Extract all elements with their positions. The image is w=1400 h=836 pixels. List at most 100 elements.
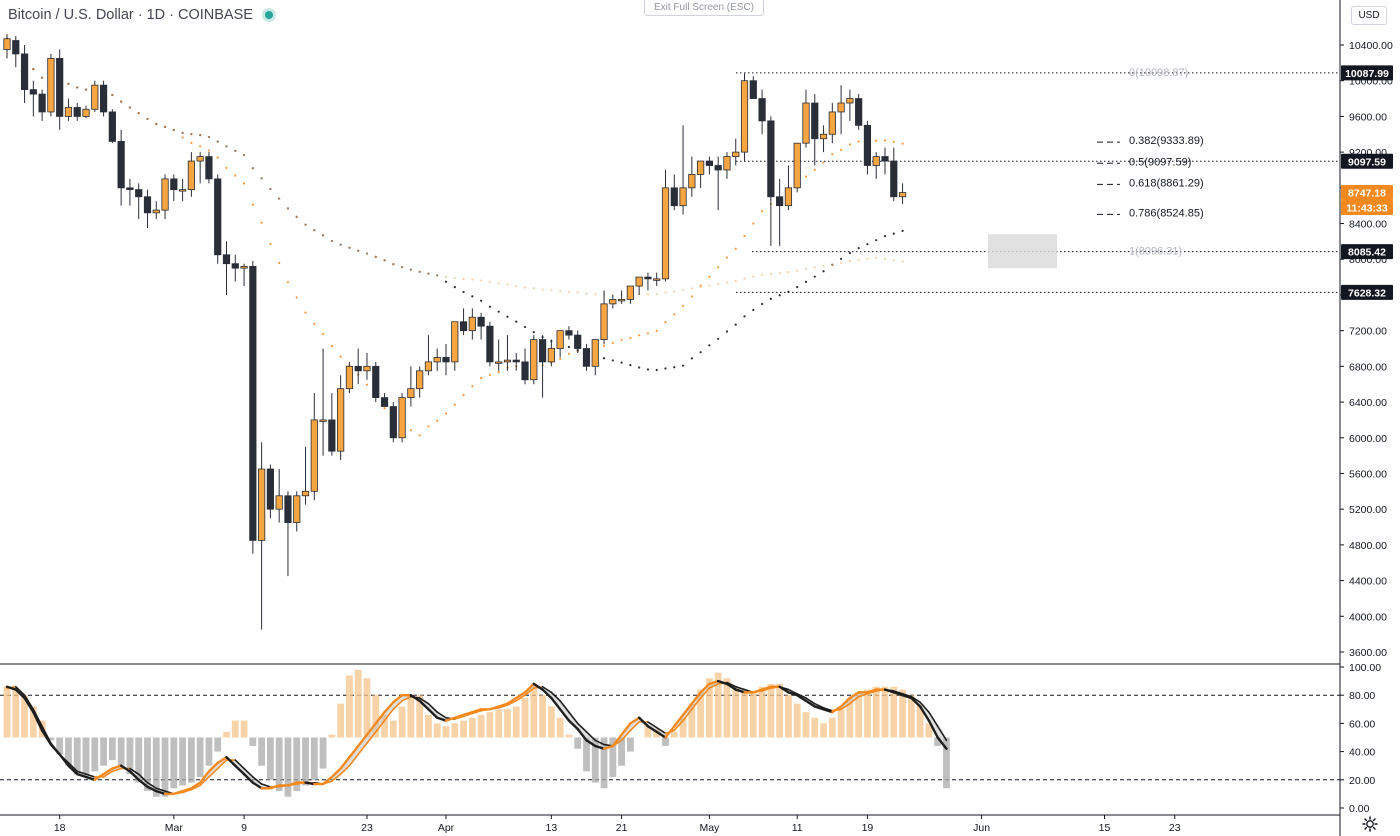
candle[interactable] — [416, 366, 424, 398]
candle[interactable] — [697, 160, 705, 188]
candle[interactable] — [56, 49, 64, 130]
candle[interactable] — [372, 361, 380, 403]
candle[interactable] — [521, 348, 529, 385]
candle[interactable] — [644, 272, 652, 291]
candle[interactable] — [99, 80, 108, 117]
candle[interactable] — [538, 335, 547, 398]
currency-button[interactable]: USD — [1351, 6, 1387, 25]
candle[interactable] — [547, 339, 555, 367]
candle[interactable] — [301, 446, 310, 505]
candle[interactable] — [196, 152, 204, 184]
candle[interactable] — [293, 491, 301, 532]
candle[interactable] — [837, 85, 845, 135]
candle[interactable] — [855, 94, 863, 130]
candle[interactable] — [881, 147, 889, 175]
candle[interactable] — [688, 156, 696, 197]
candle[interactable] — [231, 254, 239, 282]
candle[interactable] — [389, 402, 397, 443]
candle[interactable] — [618, 290, 626, 304]
candle[interactable] — [64, 98, 73, 121]
candle[interactable] — [802, 89, 810, 148]
candle[interactable] — [503, 335, 512, 371]
candle[interactable] — [258, 442, 266, 630]
candle[interactable] — [723, 152, 731, 179]
candle[interactable] — [828, 103, 836, 144]
candle[interactable] — [310, 393, 318, 501]
candle[interactable] — [749, 76, 757, 99]
candle[interactable] — [626, 285, 634, 304]
candle[interactable] — [477, 312, 485, 340]
candle[interactable] — [591, 339, 599, 376]
candle[interactable] — [732, 138, 740, 166]
candle[interactable] — [187, 152, 195, 197]
candle[interactable] — [91, 80, 99, 112]
candle[interactable] — [758, 89, 766, 135]
candle[interactable] — [442, 344, 450, 376]
candle[interactable] — [600, 290, 608, 345]
candle[interactable] — [135, 183, 143, 220]
candle[interactable] — [512, 352, 520, 371]
candle[interactable] — [486, 321, 494, 367]
candle[interactable] — [459, 308, 468, 336]
candle[interactable] — [767, 116, 775, 246]
candle[interactable] — [249, 261, 257, 554]
candle[interactable] — [714, 156, 722, 211]
candle[interactable] — [47, 53, 55, 117]
candle[interactable] — [345, 361, 354, 394]
candle[interactable] — [433, 348, 441, 371]
candle[interactable] — [407, 366, 415, 407]
candle[interactable] — [143, 189, 152, 228]
candle[interactable] — [266, 464, 275, 519]
candle[interactable] — [609, 294, 617, 309]
candle[interactable] — [275, 469, 283, 523]
candle[interactable] — [205, 152, 213, 184]
candle[interactable] — [574, 330, 582, 353]
candle[interactable] — [556, 330, 564, 358]
candle[interactable] — [530, 335, 538, 385]
candle[interactable] — [653, 272, 661, 287]
candle[interactable] — [73, 103, 81, 121]
candle[interactable] — [661, 169, 670, 282]
candle[interactable] — [670, 174, 678, 211]
candle[interactable] — [872, 152, 880, 179]
candle[interactable] — [337, 375, 345, 461]
exit-fullscreen-button[interactable]: Exit Full Screen (ESC) — [644, 0, 764, 16]
candle[interactable] — [468, 308, 476, 340]
candle[interactable] — [846, 89, 854, 121]
candle[interactable] — [38, 89, 46, 121]
candle[interactable] — [582, 344, 591, 371]
candle[interactable] — [240, 263, 248, 287]
candle[interactable] — [380, 393, 389, 407]
candle[interactable] — [328, 393, 336, 456]
candle[interactable] — [82, 105, 90, 119]
candle[interactable] — [152, 201, 160, 220]
candle[interactable] — [319, 348, 327, 456]
candle[interactable] — [863, 120, 872, 175]
candle[interactable] — [784, 165, 793, 211]
candle[interactable] — [635, 276, 643, 295]
candle[interactable] — [161, 174, 169, 220]
candle[interactable] — [793, 142, 801, 193]
candle[interactable] — [108, 109, 116, 144]
candle[interactable] — [451, 321, 459, 371]
candle[interactable] — [12, 36, 20, 68]
candle[interactable] — [20, 45, 29, 104]
gear-icon[interactable] — [1362, 816, 1378, 832]
candle[interactable] — [363, 352, 371, 380]
candle[interactable] — [178, 178, 187, 202]
candle[interactable] — [424, 335, 433, 376]
candle[interactable] — [705, 156, 714, 175]
candle[interactable] — [354, 348, 362, 385]
candle[interactable] — [170, 174, 178, 202]
candle[interactable] — [3, 34, 11, 59]
candle[interactable] — [565, 326, 573, 340]
candle[interactable] — [819, 125, 828, 153]
candle[interactable] — [495, 339, 503, 371]
candle[interactable] — [898, 183, 907, 204]
candle[interactable] — [222, 241, 231, 295]
candle[interactable] — [679, 125, 687, 215]
candle[interactable] — [29, 80, 37, 117]
candle[interactable] — [890, 147, 898, 202]
candle[interactable] — [214, 174, 222, 264]
